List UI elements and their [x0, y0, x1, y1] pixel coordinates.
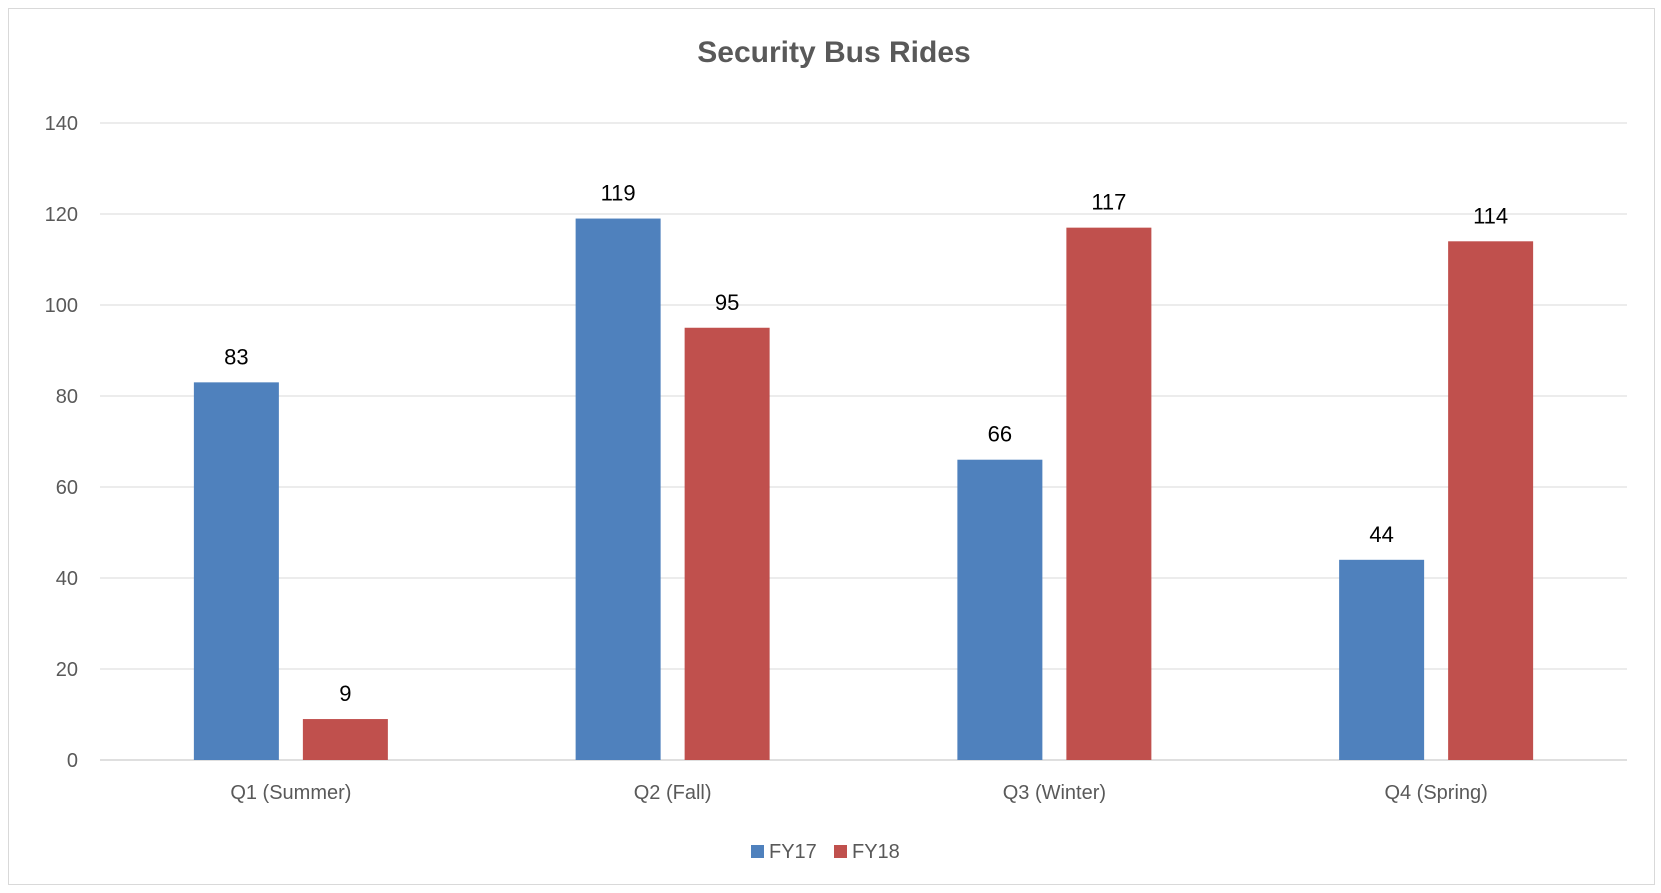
data-label: 95 — [715, 290, 739, 315]
bar-fy18-1 — [302, 719, 388, 760]
bar-fy18-3 — [1066, 227, 1152, 760]
y-tick-label: 100 — [45, 295, 78, 317]
bar-fy18-4 — [1448, 241, 1534, 761]
bar-fy17-1 — [193, 382, 279, 760]
data-label: 66 — [988, 422, 1012, 447]
data-label: 83 — [224, 344, 248, 369]
legend: FY17 FY18 — [751, 841, 900, 863]
legend-label: FY17 — [769, 841, 817, 863]
data-label: 114 — [1473, 203, 1508, 228]
y-axis: 0 20 40 60 80 100 120 140 — [45, 113, 78, 772]
x-tick-label: Q4 (Spring) — [1384, 782, 1487, 804]
data-label: 119 — [601, 181, 636, 206]
data-label: 117 — [1091, 190, 1126, 215]
x-tick-label: Q2 (Fall) — [634, 782, 712, 804]
data-label: 9 — [339, 681, 351, 706]
y-tick-label: 60 — [56, 477, 78, 499]
y-tick-label: 20 — [56, 659, 78, 681]
legend-label: FY18 — [852, 841, 900, 863]
chart-title: Security Bus Rides — [697, 36, 970, 69]
legend-swatch-fy17 — [751, 845, 764, 858]
legend-swatch-fy18 — [834, 845, 847, 858]
y-tick-label: 40 — [56, 568, 78, 590]
bar-fy17-2 — [575, 218, 661, 761]
bar-fy18-2 — [684, 327, 770, 760]
bar-fy17-4 — [1339, 559, 1425, 760]
bar-fy17-3 — [957, 459, 1043, 760]
bars — [193, 218, 1534, 761]
data-label: 44 — [1369, 522, 1393, 547]
y-tick-label: 80 — [56, 386, 78, 408]
data-labels: 83 9 119 95 66 117 44 114 — [224, 181, 1508, 706]
x-tick-label: Q3 (Winter) — [1003, 782, 1106, 804]
y-tick-label: 120 — [45, 204, 78, 226]
y-tick-label: 0 — [67, 750, 78, 772]
x-tick-label: Q1 (Summer) — [230, 782, 351, 804]
y-tick-label: 140 — [45, 113, 78, 135]
x-axis: Q1 (Summer) Q2 (Fall) Q3 (Winter) Q4 (Sprin… — [230, 782, 1488, 804]
